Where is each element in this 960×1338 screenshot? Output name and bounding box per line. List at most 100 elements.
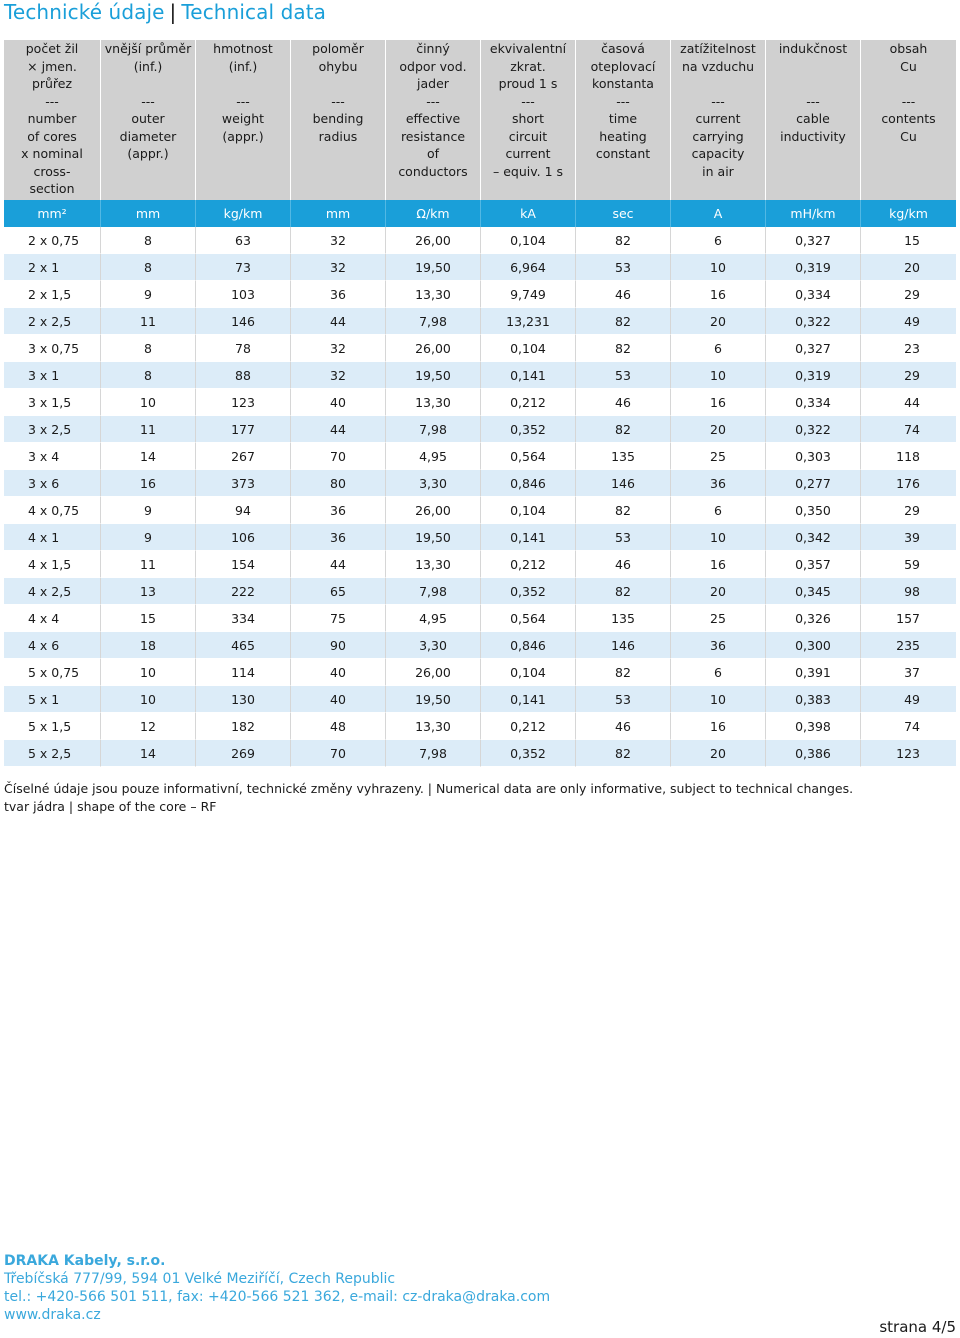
header-line	[766, 75, 860, 93]
table-cell: 2 x 2,5	[4, 308, 101, 335]
table-row: 4 x 1,5 11 154 44 13,30 0,212 46 16 0,357 59	[4, 551, 956, 578]
table-cell: 222	[196, 578, 291, 605]
table-cell: 4 x 6	[4, 632, 101, 659]
table-cell: 146	[196, 308, 291, 335]
table-row: 2 x 1,5 9 103 36 13,30 9,749 46 16 0,334 29	[4, 281, 956, 308]
header-cell: obsah Cu --- contents Cu	[861, 40, 956, 200]
unit-cell: kA	[481, 200, 576, 227]
header-line: conductors	[398, 163, 468, 179]
table-cell: 14	[101, 443, 196, 470]
table-cell: 373	[196, 470, 291, 497]
table-cell: 49	[861, 308, 956, 335]
table-cell: 177	[196, 416, 291, 443]
table-cell: 0,212	[481, 389, 576, 416]
table-cell: 88	[196, 362, 291, 389]
header-line: carrying	[692, 128, 744, 144]
table-cell: 0,277	[766, 470, 861, 497]
header-cell: časová oteplovací konstanta --- time heating c…	[576, 40, 671, 200]
table-cell: 3,30	[386, 632, 481, 659]
table-row: 4 x 4 15 334 75 4,95 0,564 135 25 0,326 157	[4, 605, 956, 632]
table-row: 3 x 1 8 88 32 19,50 0,141 53 10 0,319 29	[4, 362, 956, 389]
title-separator: |	[169, 0, 177, 24]
table-cell: 7,98	[386, 416, 481, 443]
table-cell: 3 x 1	[4, 362, 101, 389]
table-cell: 465	[196, 632, 291, 659]
table-cell: 20	[861, 254, 956, 281]
title-cz: Technické údaje	[4, 0, 165, 24]
table-cell: 53	[576, 524, 671, 551]
header-line	[861, 75, 956, 93]
table-cell: 13,231	[481, 308, 576, 335]
unit-cell: kg/km	[861, 200, 956, 227]
header-line: (inf.)	[228, 58, 258, 74]
header-line: ---	[711, 93, 725, 109]
table-row: 5 x 1 10 130 40 19,50 0,141 53 10 0,383 49	[4, 686, 956, 713]
footer-address: Třebíčská 777/99, 594 01 Velké Meziříčí,…	[4, 1271, 396, 1287]
table-cell: 15	[101, 605, 196, 632]
technical-data-table: počet žil × jmen. průřez --- number of cores x…	[4, 40, 956, 767]
table-cell: 82	[576, 335, 671, 362]
header-line: circuit	[508, 128, 548, 144]
header-line: constant	[595, 146, 651, 161]
table-cell: 118	[861, 443, 956, 470]
table-cell: 10	[671, 686, 766, 713]
table-cell: 32	[291, 362, 386, 389]
table-cell: 12	[101, 713, 196, 740]
table-cell: 9	[101, 497, 196, 524]
table-cell: 0,322	[766, 308, 861, 335]
table-cell: 0,327	[766, 227, 861, 254]
table-cell: 0,564	[481, 443, 576, 470]
table-cell: 0,141	[481, 362, 576, 389]
footer-company: DRAKA Kabely, s.r.o.	[4, 1253, 166, 1269]
table-cell: 39	[861, 524, 956, 551]
table-cell: 114	[196, 659, 291, 686]
header-line: činný	[416, 41, 450, 56]
header-line: diameter	[119, 128, 177, 144]
header-line: odpor vod.	[399, 58, 467, 74]
table-cell: 7,98	[386, 308, 481, 335]
table-cell: 4,95	[386, 443, 481, 470]
table-cell: 2 x 1	[4, 254, 101, 281]
table-row: 4 x 2,5 13 222 65 7,98 0,352 82 20 0,345 98	[4, 578, 956, 605]
header-line: ---	[901, 93, 916, 109]
table-cell: 75	[291, 605, 386, 632]
table-cell: 59	[861, 551, 956, 578]
table-cell: 40	[291, 686, 386, 713]
table-cell: 90	[291, 632, 386, 659]
table-row: 5 x 2,5 14 269 70 7,98 0,352 82 20 0,386 123	[4, 740, 956, 767]
table-cell: 6	[671, 335, 766, 362]
header-line	[291, 75, 385, 93]
header-line: number	[27, 111, 77, 126]
table-cell: 4 x 2,5	[4, 578, 101, 605]
table-cell: 10	[101, 659, 196, 686]
table-cell: 0,345	[766, 578, 861, 605]
table-cell: 46	[576, 713, 671, 740]
table-cell: 20	[671, 416, 766, 443]
table-cell: 0,391	[766, 659, 861, 686]
table-cell: 36	[671, 470, 766, 497]
header-line: jader	[417, 76, 449, 91]
header-line	[101, 75, 195, 93]
table-cell: 0,352	[481, 740, 576, 767]
page-title: Technické údaje | Technical data	[4, 0, 326, 24]
table-cell: 8	[101, 362, 196, 389]
table-cell: 46	[576, 281, 671, 308]
table-cell: 32	[291, 254, 386, 281]
table-cell: 44	[291, 551, 386, 578]
table-cell: 14	[101, 740, 196, 767]
table-cell: 82	[576, 416, 671, 443]
header-line: vnější průměr	[104, 41, 192, 56]
table-cell: 53	[576, 254, 671, 281]
header-line: section	[29, 181, 75, 196]
table-row: 3 x 0,75 8 78 32 26,00 0,104 82 6 0,327 23	[4, 335, 956, 362]
table-cell: 135	[576, 443, 671, 470]
header-line: ohybu	[318, 58, 358, 74]
table-cell: 16	[101, 470, 196, 497]
footer-web-link[interactable]: www.draka.cz	[4, 1307, 101, 1323]
table-cell: 2 x 1,5	[4, 281, 101, 308]
table-cell: 0,104	[481, 659, 576, 686]
table-cell: 18	[101, 632, 196, 659]
table-cell: 6	[671, 497, 766, 524]
table-cell: 3,30	[386, 470, 481, 497]
header-line: oteplovací	[590, 58, 656, 74]
